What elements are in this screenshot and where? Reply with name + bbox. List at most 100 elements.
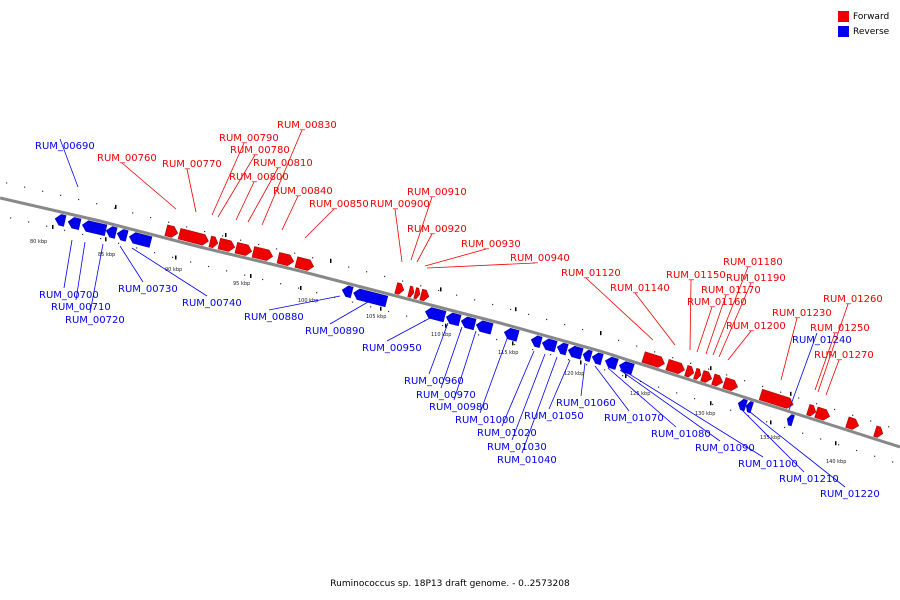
forward-gene-block bbox=[208, 235, 219, 248]
gene-label: RUM_00930 bbox=[461, 239, 521, 250]
scale-dot-upper bbox=[510, 308, 512, 310]
gene-label: RUM_00960 bbox=[404, 376, 464, 387]
scale-dot-lower bbox=[604, 369, 606, 371]
gene-connector-line bbox=[619, 369, 721, 442]
reverse-gene-block bbox=[582, 349, 593, 363]
reverse-gene-block bbox=[81, 220, 108, 236]
major-tick bbox=[115, 204, 117, 209]
gene-connector-line bbox=[825, 359, 840, 396]
tick-label: 90 kbp bbox=[165, 267, 182, 273]
major-tick bbox=[600, 331, 602, 335]
scale-dot-upper bbox=[420, 285, 422, 287]
scale-dot-lower bbox=[316, 292, 318, 294]
legend: Forward Reverse bbox=[838, 9, 889, 39]
gene-connector-line bbox=[440, 326, 463, 389]
forward-gene-block bbox=[177, 228, 209, 246]
gene-label: RUM_01230 bbox=[772, 308, 832, 319]
scale-dot-upper bbox=[276, 248, 278, 250]
reverse-gene-block bbox=[530, 335, 543, 349]
gene-label: RUM_00790 bbox=[219, 133, 279, 144]
tick-label: 120 kbp bbox=[564, 371, 584, 377]
forward-swatch-icon bbox=[838, 11, 849, 22]
gene-connector-line bbox=[261, 129, 303, 226]
scale-dot-upper bbox=[870, 420, 872, 422]
scale-dot-lower bbox=[262, 278, 264, 281]
gene-label: RUM_01120 bbox=[561, 268, 621, 279]
gene-label: RUM_00980 bbox=[429, 402, 489, 413]
gene-label: RUM_01220 bbox=[820, 489, 880, 500]
gene-connector-line bbox=[428, 322, 449, 375]
gene-connector-line bbox=[696, 306, 713, 353]
gene-label: RUM_00740 bbox=[182, 298, 242, 309]
gene-connector-line bbox=[131, 247, 208, 297]
forward-gene-block bbox=[845, 416, 860, 430]
gene-connector-line bbox=[424, 248, 487, 267]
scale-dot-upper bbox=[888, 426, 890, 428]
scale-dot-lower bbox=[136, 247, 138, 249]
scale-dot-upper bbox=[384, 275, 386, 278]
scale-dot-upper bbox=[528, 313, 530, 316]
scale-dot-upper bbox=[546, 318, 548, 321]
gene-label: RUM_01170 bbox=[701, 285, 761, 296]
gene-connector-line bbox=[788, 332, 818, 411]
scale-dot-upper bbox=[474, 299, 476, 301]
gene-connector-line bbox=[426, 262, 536, 269]
scale-dot-lower bbox=[406, 315, 408, 317]
reverse-gene-block bbox=[619, 361, 635, 376]
gene-connector-line bbox=[247, 167, 279, 223]
scale-dot-upper bbox=[150, 217, 152, 219]
major-tick bbox=[580, 360, 582, 365]
gene-connector-line bbox=[89, 243, 104, 314]
gene-connector-line bbox=[235, 181, 255, 221]
gene-label: RUM_00940 bbox=[510, 253, 570, 264]
tick-label: 80 kbp bbox=[30, 239, 47, 245]
forward-gene-block bbox=[419, 288, 430, 302]
gene-connector-line bbox=[727, 330, 752, 361]
gene-connector-line bbox=[718, 282, 752, 358]
forward-gene-block bbox=[294, 256, 315, 271]
scale-dot-upper bbox=[690, 362, 692, 364]
gene-label: RUM_00690 bbox=[35, 141, 95, 152]
forward-gene-block bbox=[684, 365, 695, 378]
gene-label: RUM_01020 bbox=[477, 428, 537, 439]
gene-connector-line bbox=[211, 142, 245, 216]
scale-dot-lower bbox=[46, 225, 48, 227]
scale-dot-upper bbox=[24, 186, 26, 188]
gene-label: RUM_01200 bbox=[726, 321, 786, 332]
scale-dot-lower bbox=[586, 364, 588, 366]
major-tick bbox=[52, 224, 54, 229]
legend-item-forward: Forward bbox=[838, 9, 889, 24]
scale-dot-lower bbox=[676, 392, 678, 394]
scale-dot-lower bbox=[100, 238, 102, 240]
scale-dot-upper bbox=[240, 239, 242, 241]
scale-dot-upper bbox=[96, 203, 98, 205]
major-tick bbox=[175, 255, 177, 260]
gene-connector-line bbox=[634, 292, 676, 346]
gene-connector-line bbox=[548, 359, 571, 410]
gene-connector-line bbox=[186, 168, 197, 213]
scale-dot-lower bbox=[28, 221, 30, 223]
gene-label: RUM_00700 bbox=[39, 290, 99, 301]
major-tick bbox=[440, 287, 442, 292]
scale-dot-lower bbox=[694, 398, 696, 400]
reverse-gene-block bbox=[424, 307, 447, 323]
forward-gene-block bbox=[217, 237, 236, 252]
scale-dot-lower bbox=[82, 233, 84, 236]
gene-connector-line bbox=[416, 233, 433, 263]
scale-dot-upper bbox=[618, 339, 620, 341]
forward-gene-block bbox=[873, 425, 884, 438]
major-tick bbox=[105, 237, 107, 242]
legend-item-reverse: Reverse bbox=[838, 24, 889, 39]
gene-label: RUM_01160 bbox=[687, 297, 747, 308]
scale-dot-lower bbox=[748, 415, 750, 417]
scale-dot-lower bbox=[622, 375, 624, 377]
forward-gene-block bbox=[641, 351, 665, 368]
tick-label: 110 kbp bbox=[431, 332, 451, 338]
gene-label: RUM_01140 bbox=[610, 283, 670, 294]
gene-label: RUM_01000 bbox=[455, 415, 515, 426]
scale-dot-upper bbox=[636, 345, 638, 347]
forward-gene-block bbox=[164, 224, 179, 238]
gene-label: RUM_00920 bbox=[407, 224, 467, 235]
scale-dot-lower bbox=[838, 444, 840, 446]
